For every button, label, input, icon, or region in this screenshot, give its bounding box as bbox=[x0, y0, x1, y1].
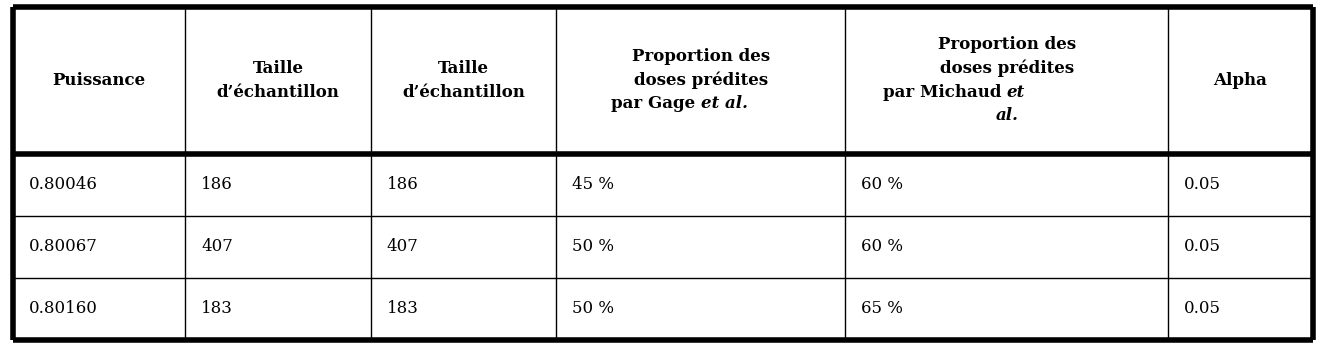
Text: 183: 183 bbox=[202, 301, 233, 318]
Text: 0.05: 0.05 bbox=[1184, 301, 1221, 318]
Text: 0.05: 0.05 bbox=[1184, 176, 1221, 193]
Text: al.: al. bbox=[996, 107, 1018, 124]
Text: par Gage: par Gage bbox=[611, 95, 701, 112]
Text: Taille: Taille bbox=[252, 60, 304, 77]
Text: 65 %: 65 % bbox=[861, 301, 903, 318]
Text: Puissance: Puissance bbox=[53, 72, 146, 89]
Text: 0.80067: 0.80067 bbox=[29, 238, 98, 255]
Text: d’échantillon: d’échantillon bbox=[216, 84, 339, 101]
Text: d’échantillon: d’échantillon bbox=[402, 84, 525, 101]
Text: 60 %: 60 % bbox=[861, 176, 903, 193]
Text: 186: 186 bbox=[387, 176, 419, 193]
Text: doses prédites: doses prédites bbox=[634, 71, 768, 89]
Text: doses prédites: doses prédites bbox=[940, 60, 1074, 77]
Text: 0.05: 0.05 bbox=[1184, 238, 1221, 255]
Text: et al.: et al. bbox=[701, 95, 748, 112]
Text: 407: 407 bbox=[202, 238, 233, 255]
Text: Taille: Taille bbox=[438, 60, 489, 77]
Text: par Michaud: par Michaud bbox=[883, 84, 1006, 101]
Text: et: et bbox=[1006, 84, 1025, 101]
Text: 407: 407 bbox=[387, 238, 419, 255]
Text: 0.80160: 0.80160 bbox=[29, 301, 98, 318]
Text: 45 %: 45 % bbox=[573, 176, 614, 193]
Text: Proportion des: Proportion des bbox=[937, 36, 1075, 53]
Text: Alpha: Alpha bbox=[1213, 72, 1268, 89]
Text: 60 %: 60 % bbox=[861, 238, 903, 255]
Text: 50 %: 50 % bbox=[573, 238, 614, 255]
Text: 186: 186 bbox=[202, 176, 233, 193]
Text: 50 %: 50 % bbox=[573, 301, 614, 318]
Text: 183: 183 bbox=[387, 301, 419, 318]
Text: Proportion des: Proportion des bbox=[631, 48, 770, 65]
Text: 0.80046: 0.80046 bbox=[29, 176, 98, 193]
